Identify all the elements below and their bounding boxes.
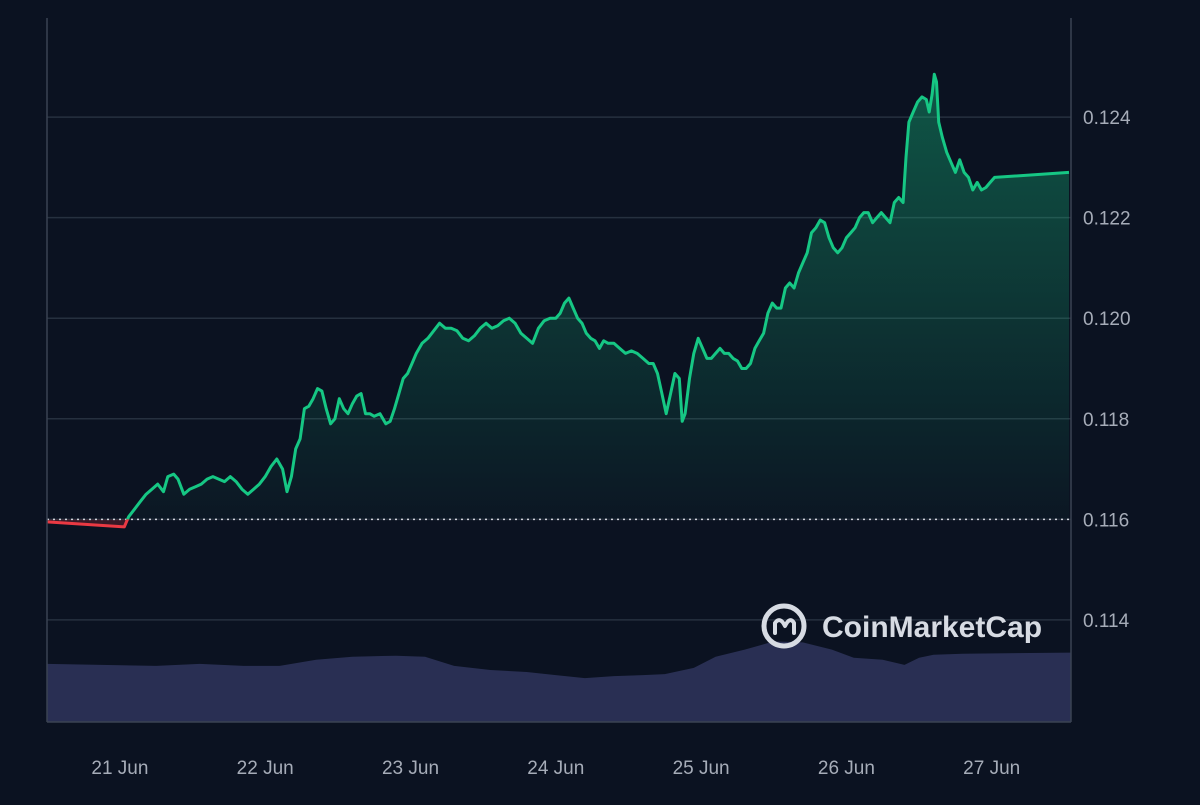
y-tick-label: 0.114 xyxy=(1083,611,1130,632)
y-tick-label: 0.118 xyxy=(1083,410,1129,431)
y-tick-label: 0.120 xyxy=(1083,309,1131,330)
watermark: CoinMarketCap xyxy=(761,603,1042,649)
axes xyxy=(46,18,1072,723)
price-line-up xyxy=(125,72,1070,520)
y-tick-label: 0.124 xyxy=(1083,108,1131,129)
y-tick-label: 0.122 xyxy=(1083,209,1131,230)
x-tick-label: 21 Jun xyxy=(91,758,148,779)
x-axis-ticks: 21 Jun 22 Jun 23 Jun 24 Jun 25 Jun 26 Jun 27 J… xyxy=(91,758,1020,779)
volume-area xyxy=(47,641,1071,722)
price-line xyxy=(46,72,1070,529)
volume-bars xyxy=(47,641,1071,722)
price-area xyxy=(47,74,1069,527)
x-tick-label: 25 Jun xyxy=(673,758,730,779)
price-area-fill xyxy=(47,74,1069,520)
x-tick-label: 26 Jun xyxy=(818,758,875,779)
y-tick-label: 0.116 xyxy=(1083,510,1129,531)
x-tick-label: 27 Jun xyxy=(963,758,1020,779)
x-tick-label: 24 Jun xyxy=(527,758,584,779)
x-tick-label: 22 Jun xyxy=(237,758,294,779)
y-axis-ticks: 0.114 0.116 0.118 0.120 0.122 0.124 xyxy=(1083,108,1131,632)
watermark-text: CoinMarketCap xyxy=(822,611,1042,644)
x-tick-label: 23 Jun xyxy=(382,758,439,779)
coinmarketcap-logo-icon xyxy=(761,603,807,649)
